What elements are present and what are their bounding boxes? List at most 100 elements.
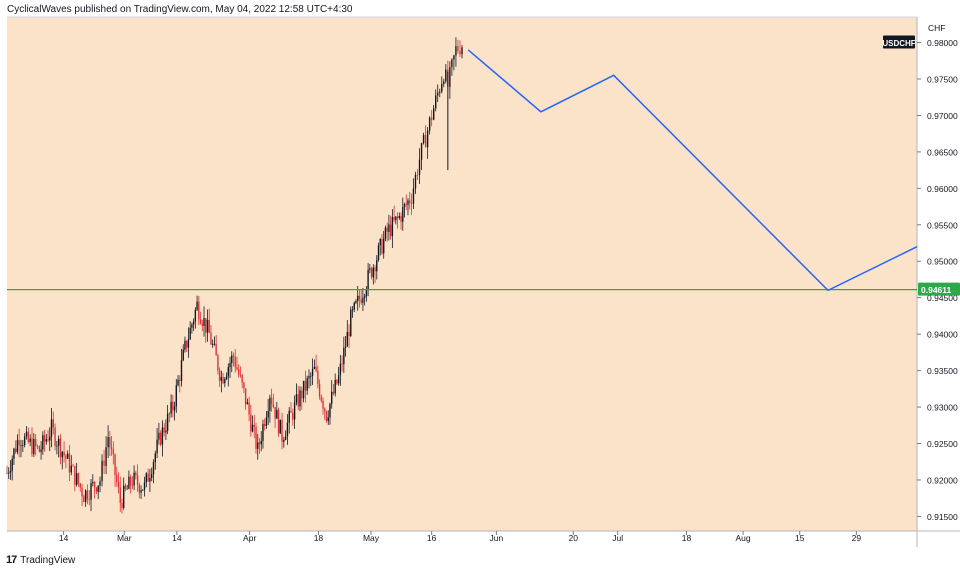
candle-body [403, 204, 406, 207]
candle-body [443, 81, 445, 84]
candle-body [74, 465, 76, 485]
candle-body [381, 239, 383, 254]
x-tick-label: Jul [612, 533, 623, 543]
x-tick-label: 18 [314, 533, 324, 543]
candle-body [142, 489, 144, 491]
projection-path[interactable] [467, 49, 918, 292]
y-tick-label: 0.93000 [927, 403, 958, 413]
candle-body [22, 445, 24, 447]
candle-body [187, 339, 190, 348]
candle-body [114, 454, 116, 475]
candle-body [13, 448, 15, 459]
candle-body [430, 117, 433, 120]
candle-body [128, 476, 130, 489]
candle-body [374, 267, 376, 272]
candle-body [151, 474, 153, 478]
candle-body [107, 437, 109, 448]
candle-body [133, 472, 135, 486]
candle-body [439, 91, 441, 93]
y-tick-label: 0.94500 [927, 293, 958, 303]
candle-body [396, 216, 399, 218]
candle-body [302, 380, 305, 399]
candle-body [79, 483, 81, 488]
candle-body [225, 376, 228, 379]
candle-body [61, 452, 63, 458]
candle-body [437, 92, 439, 96]
candle-body [255, 426, 257, 450]
candle-body [112, 449, 115, 455]
candle-body [119, 487, 121, 503]
candle-body [210, 332, 212, 345]
candle-body [31, 438, 33, 455]
candle-body [389, 224, 392, 237]
publish-caption: CyclicalWaves published on TradingView.c… [7, 4, 353, 15]
candle-body [257, 442, 259, 450]
candle-body [83, 496, 85, 502]
plot-background [7, 17, 917, 531]
candle-body [49, 436, 51, 441]
candle-body [449, 67, 451, 87]
candle-body [27, 431, 30, 442]
candle-body [327, 417, 329, 421]
candle-body [343, 347, 345, 365]
candle-body [156, 439, 158, 454]
candle-body [206, 319, 209, 333]
x-tick-label: Jun [490, 533, 504, 543]
candle-body [416, 174, 419, 176]
candle-body [101, 460, 103, 482]
candle-body [224, 378, 226, 384]
candle-body [14, 448, 17, 453]
candle-body [117, 481, 120, 488]
candle-body [203, 318, 205, 326]
candle-body [97, 485, 99, 492]
candle-body [315, 366, 317, 371]
candle-body [149, 477, 151, 482]
candle-body [9, 470, 12, 473]
candle-body [395, 216, 397, 221]
candle-body [152, 462, 155, 475]
candle-body [182, 349, 184, 361]
candle-body [372, 267, 375, 278]
candle-body [11, 458, 13, 471]
candle-body [129, 476, 132, 486]
candle-body [325, 411, 328, 421]
candle-body [50, 419, 53, 437]
candle-body [18, 440, 20, 446]
candle-body [185, 340, 188, 348]
candle-body [290, 410, 292, 413]
candle-body [251, 424, 254, 432]
candle-body [68, 453, 71, 473]
candle-body [329, 403, 331, 418]
candle-body [267, 410, 269, 418]
candle-body [163, 427, 165, 433]
candle-body [288, 410, 290, 423]
candle-body [324, 408, 326, 412]
candle-body [365, 289, 368, 297]
candle-body [179, 379, 181, 382]
x-tick-label: Mar [117, 533, 132, 543]
candle-body [317, 370, 319, 384]
candle-body [121, 502, 123, 508]
footer-brand[interactable]: 17 TradingView [6, 552, 75, 568]
candle-body [367, 269, 369, 290]
x-tick-label: 16 [427, 533, 437, 543]
candle-body [222, 377, 224, 384]
candle-body [441, 83, 443, 92]
candle-body [52, 419, 54, 428]
candle-body [232, 355, 235, 357]
candle-body [432, 108, 435, 120]
x-tick-label: 14 [172, 533, 182, 543]
candle-body [215, 343, 217, 356]
candle-body [220, 377, 223, 381]
candle-body [81, 487, 83, 497]
candle-body [140, 490, 142, 493]
currency-label: CHF [928, 23, 945, 33]
candle-body [75, 473, 78, 485]
candle-body [166, 413, 169, 431]
candle-body [88, 499, 90, 501]
candle-body [241, 375, 243, 383]
candle-body [45, 439, 47, 442]
y-tick-label: 0.91500 [927, 512, 958, 522]
